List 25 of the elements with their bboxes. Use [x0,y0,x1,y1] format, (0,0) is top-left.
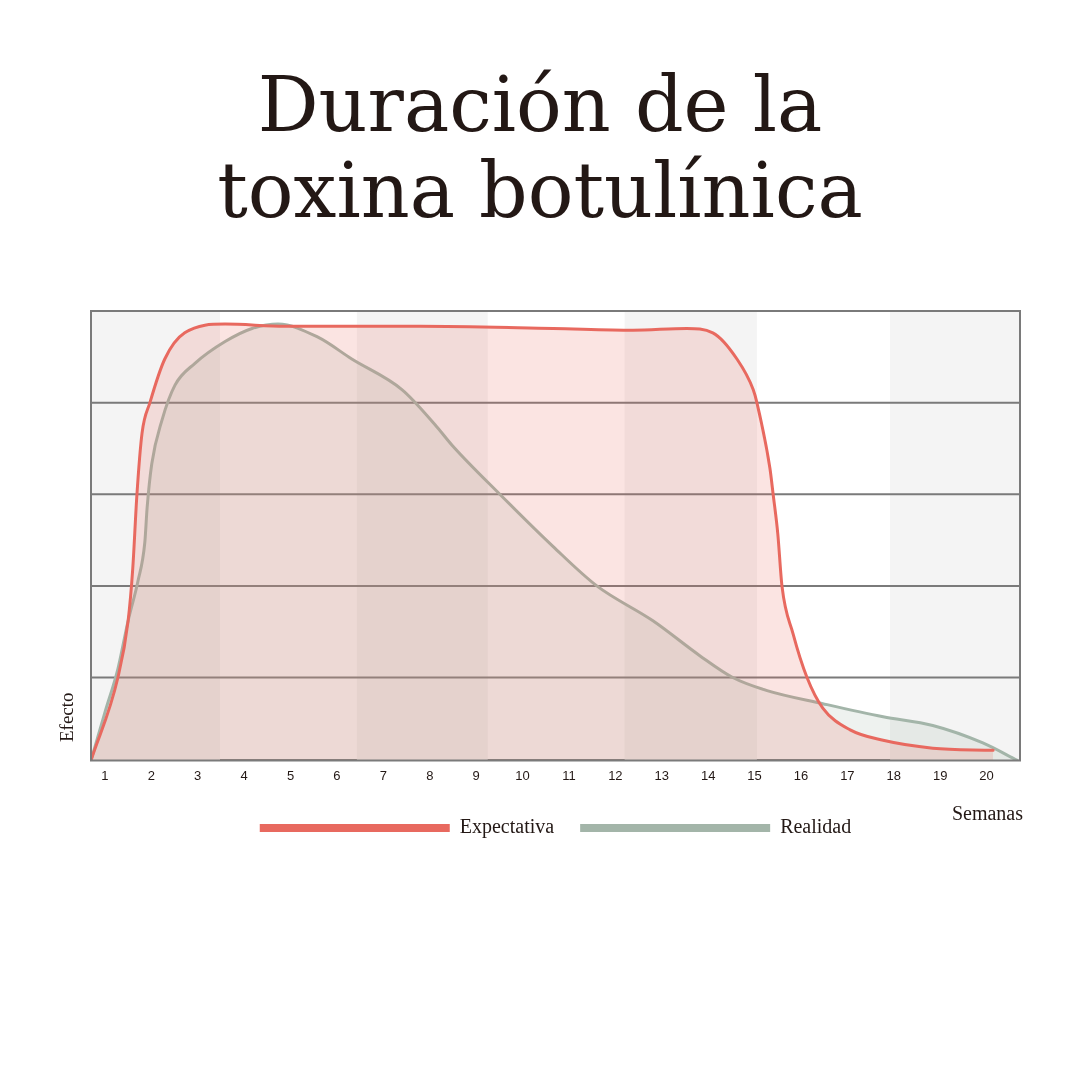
x-tick-label: 8 [426,767,434,783]
x-tick-label: 2 [147,767,155,783]
x-tick-label: 11 [562,767,576,783]
x-tick-label: 3 [194,767,202,783]
x-tick-label: 16 [793,767,809,783]
text: Expectativa [459,815,555,839]
x-tick-label: 14 [700,767,716,783]
x-tick-label: 15 [747,767,762,783]
x-tick-label: 5 [286,767,295,783]
x-tick-label: 18 [886,767,902,783]
chart-title: Duración de la toxina botulínica [216,60,864,235]
x-tick-label: 12 [608,767,623,783]
x-tick-label: 1 [101,767,109,783]
text: Realidad [780,815,852,838]
x-tick-label: 20 [979,767,994,783]
x-tick-label: 17 [840,767,855,783]
x-tick-label: 10 [515,767,530,783]
x-tick-label: 9 [472,767,480,783]
y-axis-title: Efecto [56,692,78,742]
x-tick-label: 19 [932,767,948,783]
x-axis-title: Semanas [951,802,1023,825]
x-tick-label: 4 [240,767,248,783]
x-tick-label: 13 [654,767,669,783]
x-tick-label: 7 [379,767,387,783]
x-tick-label: 6 [333,767,341,783]
